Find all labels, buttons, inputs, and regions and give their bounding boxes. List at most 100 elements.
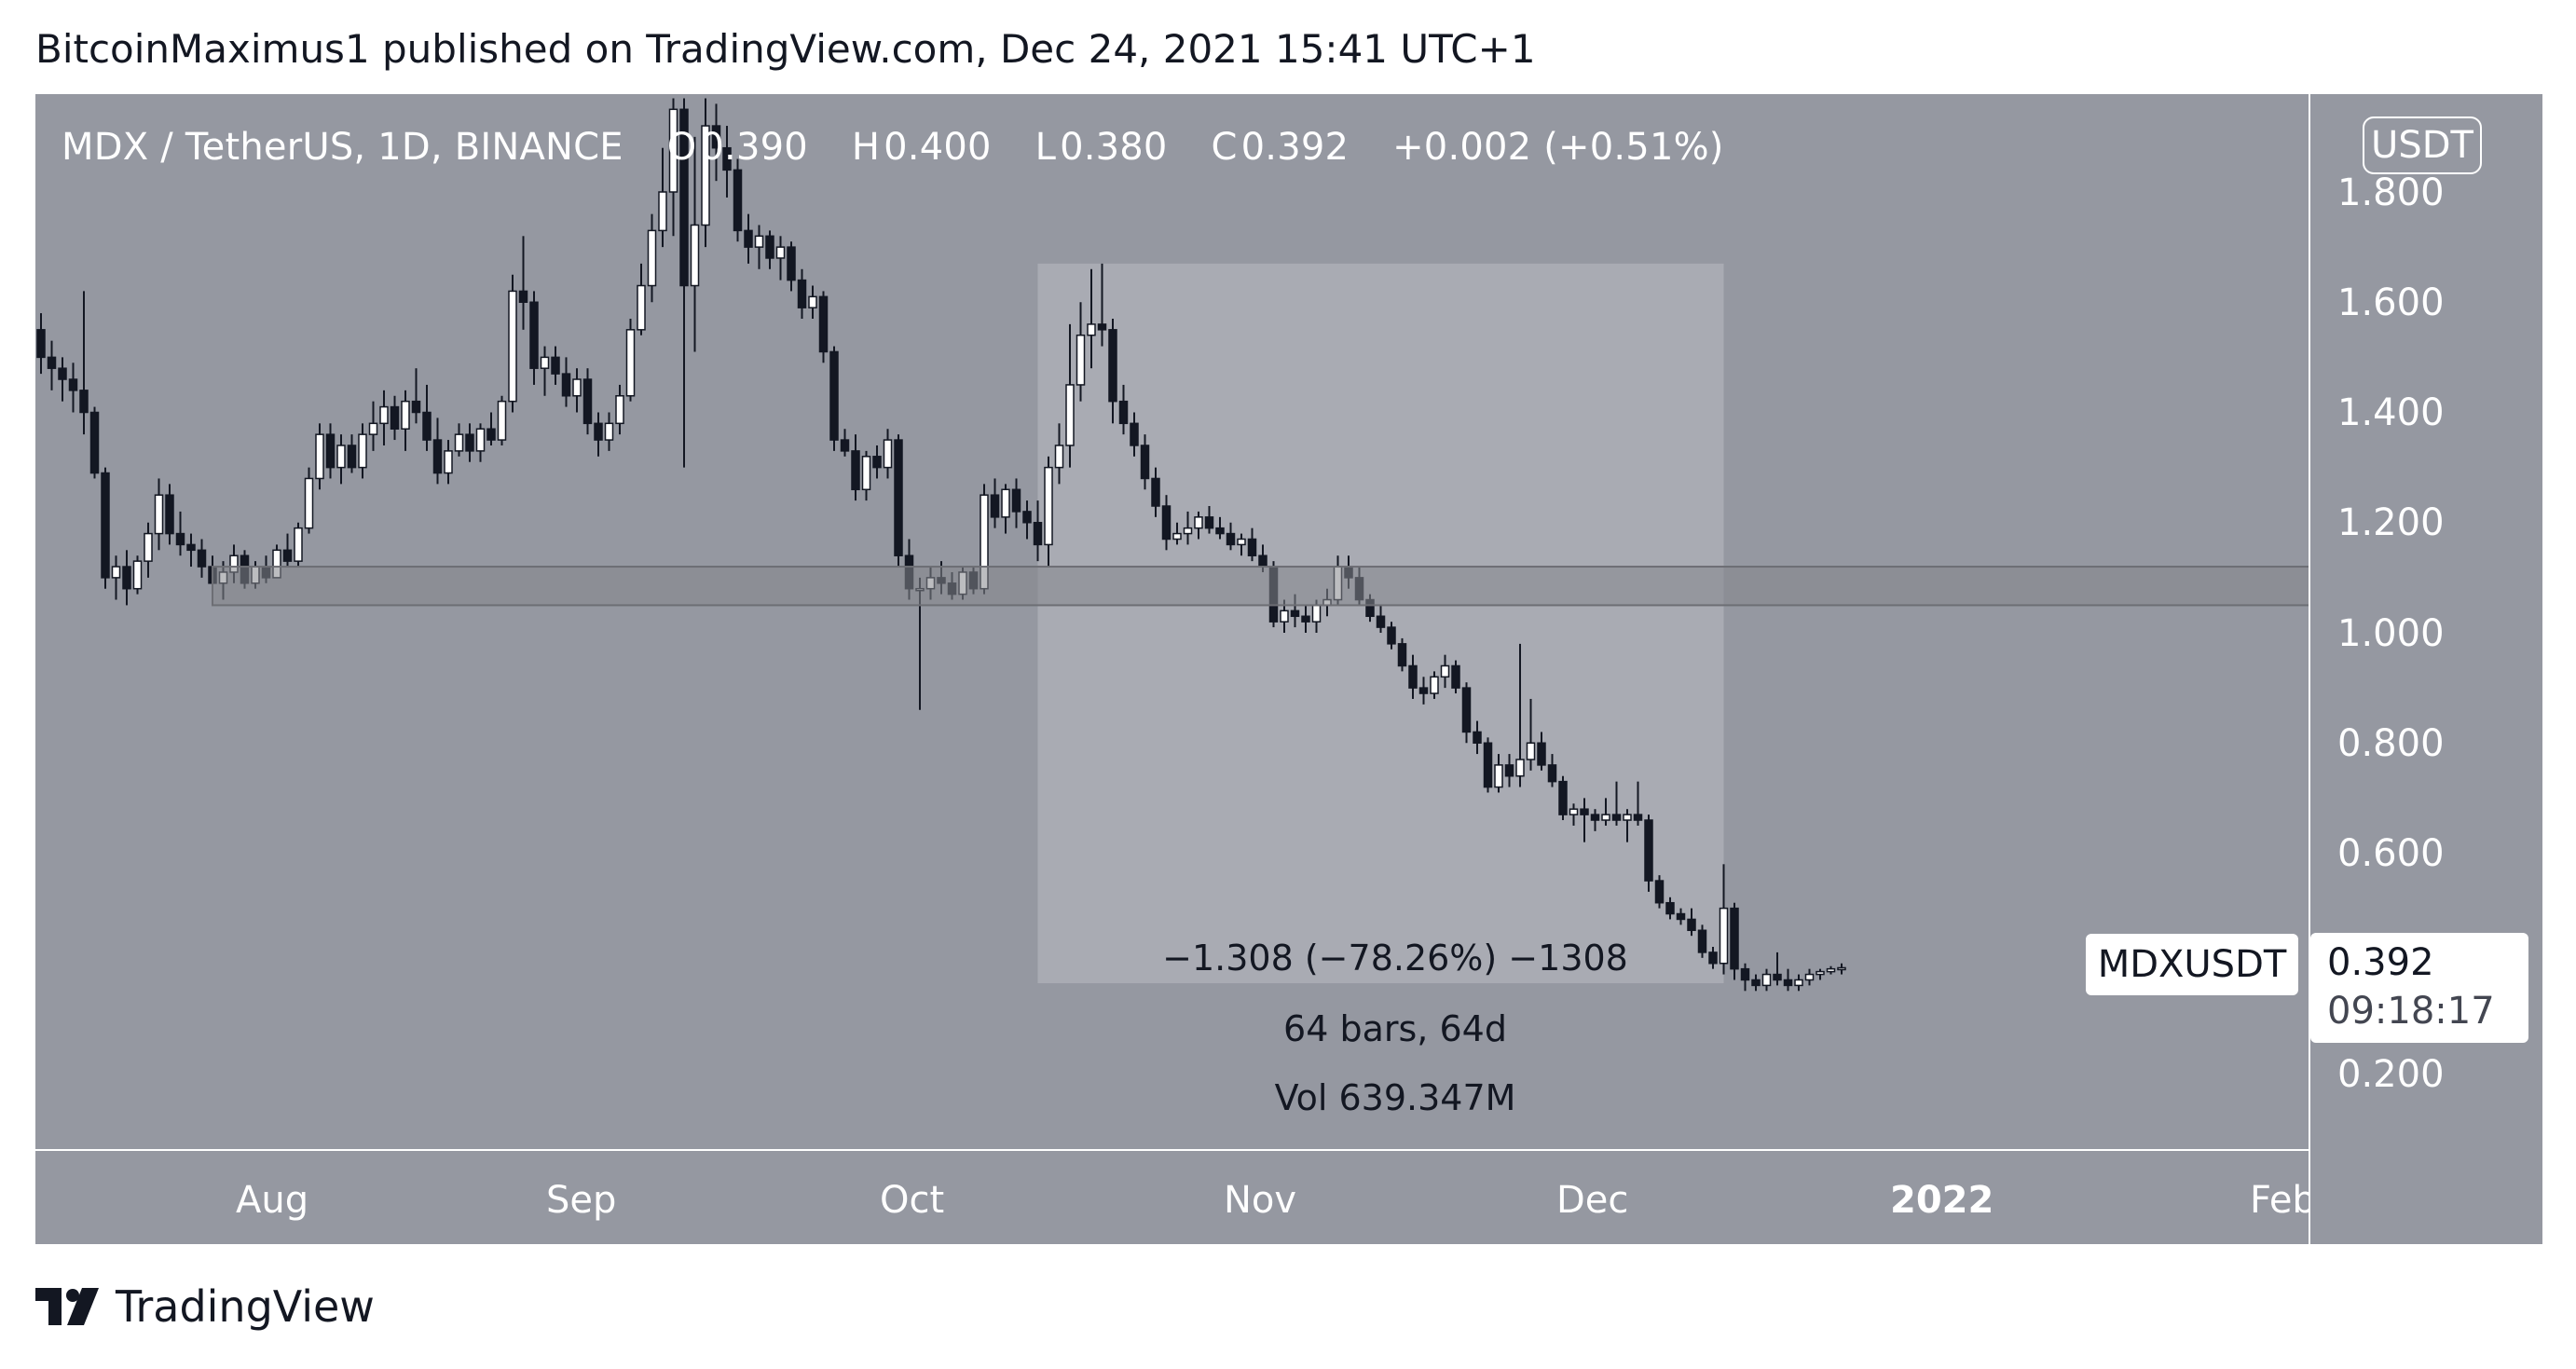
candle-bearish (347, 445, 357, 469)
candle-bearish (1654, 880, 1665, 904)
candle-bullish (497, 400, 507, 441)
candle-bullish (1194, 516, 1203, 529)
legend-high: 0.400 (884, 126, 992, 169)
symbol-price-tag: MDXUSDT (2086, 934, 2298, 995)
candle-bearish (1118, 400, 1129, 425)
candle-bearish (872, 456, 882, 469)
candle-bearish (1665, 901, 1675, 915)
candle-bearish (1451, 664, 1460, 689)
candle-bullish (132, 560, 143, 590)
candle-bearish (1097, 323, 1107, 331)
candle-bullish (1440, 664, 1450, 678)
candle-bearish (1376, 615, 1386, 628)
price-axis[interactable]: 1.800 1.600 1.400 1.200 1.000 0.800 0.60… (2337, 171, 2445, 1096)
candle-bearish (1590, 814, 1600, 821)
candle-bearish (1558, 780, 1568, 815)
legend-low: 0.380 (1060, 126, 1168, 169)
tradingview-logo-icon (35, 1288, 99, 1325)
candle-bullish (1623, 814, 1632, 821)
candle-bearish (36, 329, 46, 359)
candle-bearish (411, 400, 421, 414)
candle-bullish (775, 246, 786, 259)
candle-bearish (1301, 615, 1310, 623)
candle-bullish (1311, 604, 1322, 623)
time-tick: Nov (1224, 1179, 1296, 1222)
candle-bearish (990, 494, 1000, 518)
currency-unit-button[interactable]: USDT (2363, 116, 2482, 174)
legend-close: 0.392 (1240, 126, 1350, 169)
candle-bearish (1397, 643, 1407, 667)
candle-bullish (861, 456, 871, 491)
candle-bullish (883, 439, 893, 469)
candle-bullish (315, 433, 324, 480)
candle-bullish (1054, 445, 1064, 469)
candle-bearish (68, 378, 78, 391)
candle-bearish (197, 549, 207, 568)
price-tick: 1.200 (2337, 501, 2445, 544)
price-tick: 1.800 (2337, 171, 2445, 214)
candle-bearish (1633, 814, 1643, 821)
candle-bearish (390, 405, 400, 430)
time-tick: Feb (2250, 1179, 2316, 1222)
price-tick: 1.000 (2337, 612, 2445, 655)
candle-bearish (1580, 808, 1589, 815)
candle-bearish (518, 290, 528, 304)
candle-bullish (1804, 973, 1815, 981)
candle-bullish (625, 329, 636, 397)
candle-bearish (1697, 929, 1707, 953)
candle-bullish (1816, 970, 1825, 976)
candle-bearish (1033, 522, 1043, 546)
published-by-line: BitcoinMaximus1 published on TradingView… (35, 26, 1536, 72)
time-tick: Aug (236, 1179, 308, 1222)
candle-bearish (1204, 516, 1214, 529)
chart-panel[interactable]: −1.308 (−78.26%) −1308 64 bars, 64d Vol … (35, 94, 2542, 1244)
candle-bearish (851, 450, 860, 491)
candle-bearish (787, 246, 796, 281)
candle-bullish (1430, 676, 1439, 694)
candle-bullish (1526, 742, 1536, 760)
candle-bullish (637, 284, 646, 331)
candle-bullish (1826, 967, 1836, 973)
candle-bullish (1065, 384, 1075, 446)
candle-bullish (368, 422, 378, 435)
candle-bullish (1494, 764, 1503, 788)
candle-bullish (1569, 808, 1579, 815)
candlestick-chart[interactable]: −1.308 (−78.26%) −1308 64 bars, 64d Vol … (35, 94, 2542, 1244)
candle-bearish (797, 279, 807, 308)
price-tick: 1.600 (2337, 281, 2445, 324)
candle-bullish (304, 477, 314, 529)
candle-bullish (1515, 759, 1525, 777)
candle-bullish (658, 191, 667, 232)
legend-high-label: H (851, 126, 881, 169)
candle-bullish (808, 295, 817, 308)
candle-bearish (1504, 764, 1514, 777)
time-axis[interactable]: Aug Sep Oct Nov Dec 2022 Feb (236, 1179, 2316, 1222)
brand-name: TradingView (116, 1281, 375, 1332)
legend-open-label: O (666, 126, 697, 169)
candle-bearish (1751, 979, 1761, 987)
candle-bearish (840, 439, 850, 452)
current-price-tag: 0.392 09:18:17 (2310, 933, 2528, 1043)
candle-bearish (186, 543, 196, 552)
measure-change-label: −1.308 (−78.26%) −1308 (1162, 938, 1628, 979)
candle-bullish (647, 229, 657, 287)
candle-bearish (1130, 422, 1139, 446)
candle-bearish (1215, 527, 1225, 535)
candle-bearish (1676, 912, 1686, 921)
candle-bearish (1418, 687, 1429, 694)
symbol-legend: MDX / TetherUS, 1D, BINANCE O 0.390 H 0.40… (62, 126, 1728, 169)
candle-bearish (1226, 532, 1236, 546)
candle-bearish (561, 373, 571, 397)
candle-bullish (144, 532, 153, 562)
candle-bullish (475, 428, 486, 452)
candle-bearish (175, 532, 185, 546)
candle-bearish (325, 433, 336, 469)
candle-bullish (754, 235, 764, 248)
candle-bearish (79, 390, 89, 414)
tradingview-logo[interactable]: TradingView (35, 1281, 375, 1332)
candle-bullish (1837, 966, 1846, 971)
candle-bearish (1461, 687, 1472, 733)
time-tick: Sep (546, 1179, 616, 1222)
candle-bullish (1761, 973, 1772, 987)
candle-bullish (701, 125, 710, 226)
